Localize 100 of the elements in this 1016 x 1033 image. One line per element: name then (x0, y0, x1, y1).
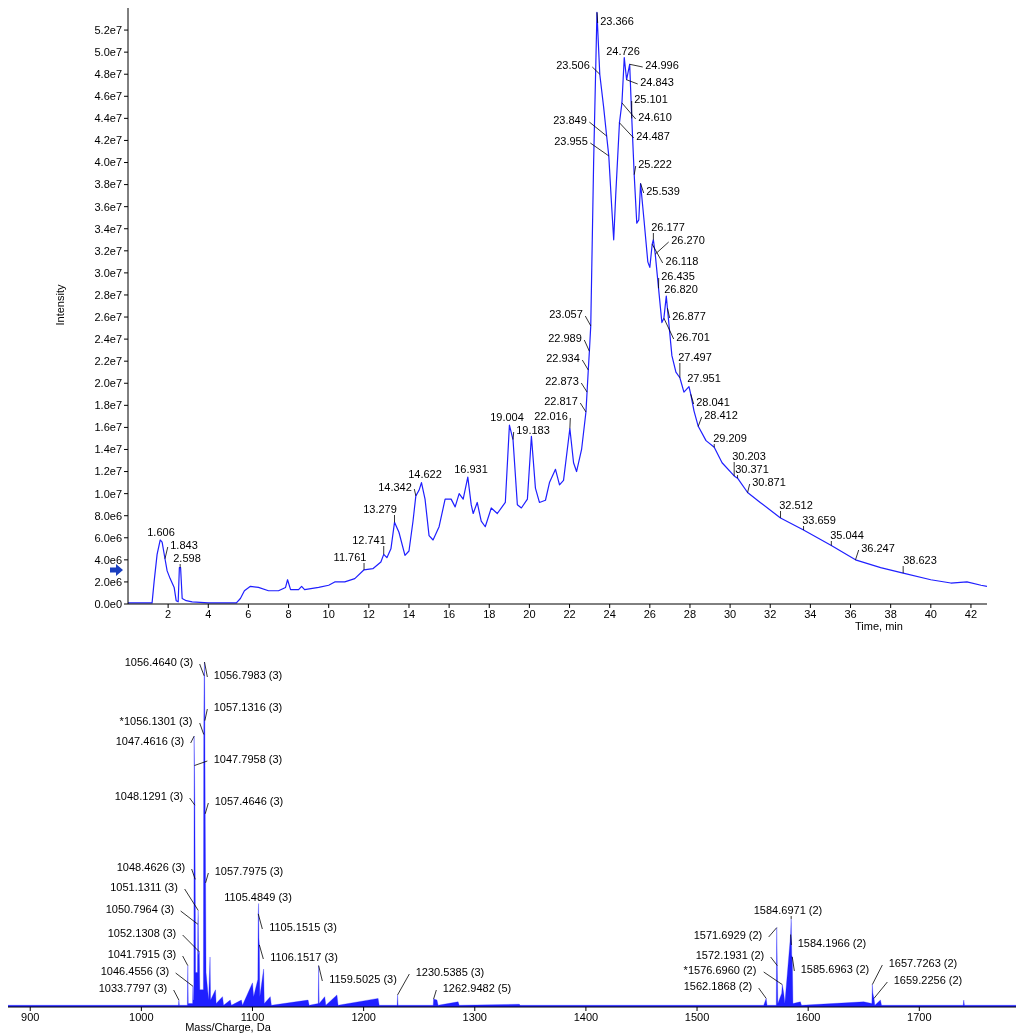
annotation: 25.222 (638, 158, 672, 170)
annotation: 1033.7797 (3) (98, 982, 168, 994)
x-tick-label: 2 (165, 607, 172, 620)
annotation: 1105.4849 (3) (224, 891, 292, 903)
y-tick-label: 8.0e6 (94, 509, 122, 522)
annotation: 1047.7958 (3) (213, 753, 283, 765)
x-tick-label: 16 (443, 607, 456, 620)
annotation: 24.843 (640, 76, 674, 88)
annotation: 24.726 (606, 45, 640, 57)
x-axis-title: Mass/Charge, Da (185, 1021, 272, 1033)
annotation: 26.177 (651, 221, 685, 233)
y-tick-label: 2.6e7 (94, 310, 122, 323)
y-tick-label: 5.2e7 (94, 23, 122, 36)
y-tick-label: 3.2e7 (94, 244, 122, 257)
x-tick-label: 8 (285, 607, 292, 620)
x-tick-label: 26 (643, 607, 656, 620)
annotation: 1057.1316 (3) (213, 701, 283, 713)
annotation: 1052.1308 (3) (107, 927, 177, 939)
x-tick-label: 20 (523, 607, 536, 620)
annotation: 36.247 (861, 542, 895, 554)
annotation: 1046.4556 (3) (100, 965, 170, 977)
annotation: 26.701 (676, 331, 710, 343)
annotation: 12.741 (352, 534, 386, 546)
y-tick-label: 1.0e7 (94, 487, 122, 500)
annotation: 26.877 (672, 310, 706, 322)
annotation: 38.623 (903, 554, 937, 566)
y-tick-label: 2.0e7 (94, 377, 122, 390)
annotation: 25.539 (646, 185, 680, 197)
annotation: 1584.1966 (2) (797, 937, 867, 949)
annotation: 28.041 (696, 396, 730, 408)
y-tick-label: 1.2e7 (94, 465, 122, 478)
annotation: 11.761 (333, 551, 367, 563)
y-tick-label: 4.2e7 (94, 134, 122, 147)
annotation: 22.934 (546, 352, 580, 364)
annotation: 1230.5385 (3) (415, 966, 485, 978)
annotation: *1576.6960 (2) (683, 964, 757, 976)
x-tick-label: 1300 (462, 1010, 488, 1023)
y-tick-label: 3.8e7 (94, 178, 122, 191)
x-tick-label: 10 (322, 607, 335, 620)
annotation: 23.366 (600, 15, 634, 27)
y-tick-label: 4.0e7 (94, 156, 122, 169)
x-tick-label: 1200 (351, 1010, 376, 1023)
annotation: 1105.1515 (3) (269, 921, 337, 933)
annotation: 1562.1868 (2) (683, 980, 753, 992)
annotation: 1659.2256 (2) (893, 974, 963, 986)
y-tick-label: 1.8e7 (94, 399, 122, 412)
annotation: 32.512 (779, 499, 813, 511)
y-tick-label: 4.0e6 (94, 553, 122, 566)
annotation: 1051.1311 (3) (110, 881, 178, 893)
annotation: 14.342 (378, 481, 412, 493)
x-tick-label: 1600 (795, 1010, 821, 1023)
y-tick-label: 5.0e7 (94, 46, 122, 59)
annotation: 1571.6929 (2) (693, 929, 763, 941)
x-tick-label: 36 (844, 607, 857, 620)
annotation: 26.435 (661, 270, 695, 282)
annotation: 30.203 (732, 450, 766, 462)
y-tick-label: 2.4e7 (94, 333, 122, 346)
x-tick-label: 22 (563, 607, 576, 620)
x-tick-label: 1400 (573, 1010, 599, 1023)
annotation: 1.843 (170, 539, 198, 551)
annotation: 1159.5025 (3) (329, 973, 397, 985)
annotation: 23.849 (553, 114, 587, 126)
annotation: 19.183 (516, 424, 550, 436)
annotation: 23.506 (556, 59, 590, 71)
annotation: 24.996 (645, 59, 679, 71)
annotation: 1056.4640 (3) (124, 656, 194, 668)
y-tick-label: 6.0e6 (94, 531, 122, 544)
y-tick-label: 2.2e7 (94, 355, 122, 368)
annotation: 26.118 (665, 255, 699, 267)
annotation: 22.989 (548, 332, 582, 344)
annotation: 1657.7263 (2) (888, 957, 958, 969)
x-tick-label: 1000 (129, 1010, 154, 1023)
y-tick-label: 3.0e7 (94, 266, 122, 279)
x-tick-label: 6 (245, 607, 252, 620)
x-tick-label: 24 (603, 607, 616, 620)
annotation: 33.659 (802, 514, 836, 526)
annotation: 22.016 (534, 410, 568, 422)
x-tick-label: 14 (402, 607, 416, 620)
y-tick-label: 1.6e7 (94, 421, 122, 434)
annotation: 30.371 (735, 463, 769, 475)
annotation: 1572.1931 (2) (695, 949, 765, 961)
annotation: 1048.4626 (3) (116, 861, 186, 873)
annotation: 29.209 (713, 432, 747, 444)
annotation: 1047.4616 (3) (115, 735, 185, 747)
annotation: 1057.7975 (3) (214, 865, 284, 877)
annotation: 27.497 (678, 351, 712, 363)
annotation: 35.044 (830, 529, 864, 541)
y-tick-label: 4.8e7 (94, 68, 122, 81)
x-tick-label: 1100 (240, 1010, 265, 1023)
annotation: *1056.1301 (3) (119, 715, 193, 727)
y-tick-label: 4.4e7 (94, 112, 122, 125)
y-tick-label: 1.4e7 (94, 443, 122, 456)
annotation: 30.871 (752, 476, 786, 488)
annotation: 1106.1517 (3) (270, 951, 338, 963)
x-tick-label: 1500 (684, 1010, 710, 1023)
y-tick-label: 2.0e6 (94, 575, 122, 588)
x-tick-label: 40 (924, 607, 937, 620)
annotation: 26.820 (664, 283, 698, 295)
x-tick-label: 30 (723, 607, 737, 620)
annotation: 23.955 (554, 135, 588, 147)
